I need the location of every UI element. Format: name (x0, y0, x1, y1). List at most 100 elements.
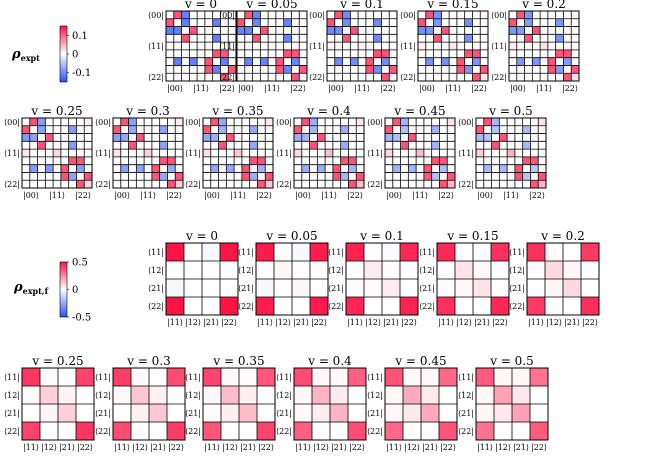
heatmap-cell (294, 422, 312, 440)
heatmap-cell (425, 11, 434, 19)
heatmap-cell (494, 386, 512, 404)
heatmap-cell (408, 164, 417, 173)
heatmap-cell (159, 172, 168, 181)
heatmap-cell (385, 386, 403, 404)
heatmap-cell (437, 243, 455, 261)
row-tick-label: ⟨22| (185, 180, 201, 189)
heatmap-cell (113, 125, 121, 134)
heatmap-cell (356, 180, 364, 188)
col-tick-label: |00⟩ (295, 191, 311, 200)
heatmap-cell (120, 118, 129, 126)
heatmap-cell (433, 18, 442, 27)
row-tick-label: ⟨22| (185, 427, 201, 436)
heatmap-cell (431, 125, 440, 134)
heatmap-cell (346, 297, 364, 315)
heatmap-cell (581, 243, 599, 261)
heatmap-cell (439, 368, 457, 386)
heatmap-cell (294, 368, 312, 386)
row-tick-label: ⟨11| (185, 373, 201, 382)
heatmap-cell (58, 386, 76, 404)
heatmap-cell (22, 368, 40, 386)
heatmap-cell (317, 133, 326, 142)
heatmap-cell (166, 297, 184, 315)
row-tick-label: ⟨11| (509, 248, 525, 257)
heatmap-cell (283, 49, 292, 58)
heatmap-cell (381, 73, 390, 81)
row-tick-label: ⟨11| (367, 373, 383, 382)
heatmap-cell (480, 11, 488, 19)
heatmap-cell (113, 149, 121, 157)
heatmap-cell (365, 65, 374, 74)
col-tick-label: |11⟩ (386, 443, 402, 452)
heatmap-cell (45, 164, 54, 173)
heatmap-cell (476, 133, 484, 142)
heatmap-cell (439, 164, 448, 173)
panel-background (166, 11, 236, 81)
row-tick-label: ⟨22| (4, 427, 20, 436)
col-tick-label: |11⟩ (257, 318, 273, 327)
heatmap-cell (244, 11, 253, 19)
heatmap-cell (364, 261, 382, 279)
heatmap-cell (312, 404, 330, 422)
row-tick-label: ⟨11| (185, 149, 201, 158)
row-tick-label: ⟨22| (509, 302, 525, 311)
heatmap-cell (348, 180, 357, 188)
heatmap-cell (514, 172, 523, 181)
row-tick-label: ⟨11| (328, 248, 344, 257)
heatmap-cell (421, 368, 439, 386)
heatmap-cell (509, 18, 517, 27)
heatmap-cell (76, 422, 94, 440)
heatmap-cell (342, 34, 351, 43)
heatmap-cell (530, 180, 539, 188)
heatmap-cell (37, 125, 46, 134)
panel-title: v = 0 (185, 229, 218, 243)
heatmap-cell (249, 156, 258, 165)
heatmap-cell (350, 26, 359, 35)
row-tick-label: ⟨21| (276, 409, 292, 418)
heatmap-cell (491, 297, 509, 315)
heatmap-cell (439, 422, 457, 440)
row-tick-label: ⟨12| (367, 391, 383, 400)
col-tick-label: |21⟩ (383, 318, 399, 327)
heatmap-cell (437, 261, 455, 279)
row-tick-label: ⟨22| (95, 427, 111, 436)
panel-frame (236, 10, 308, 82)
heatmap-cell (175, 118, 183, 126)
heatmap-cell (421, 404, 439, 422)
heatmap-cell (381, 49, 390, 58)
heatmap-cell (256, 297, 274, 315)
heatmap-cell (456, 65, 465, 74)
row-tick-label: ⟨22| (367, 180, 383, 189)
panel-frame (202, 117, 274, 189)
heatmap-cell (433, 34, 442, 43)
heatmap-cell (494, 404, 512, 422)
heatmap-cell (431, 141, 440, 150)
heatmap-cell (128, 141, 137, 150)
heatmap-cell (327, 26, 335, 35)
row-tick-label: ⟨00| (4, 118, 20, 127)
heatmap-cell (330, 404, 348, 422)
panel-frame (475, 117, 547, 189)
heatmap-cell (389, 73, 397, 81)
heatmap-cell (310, 243, 328, 261)
panel-frame (255, 242, 329, 316)
col-tick-label: |00⟩ (328, 84, 344, 93)
row-tick-label: ⟨22| (458, 180, 474, 189)
heatmap-cell (218, 118, 227, 126)
heatmap-cell (166, 26, 174, 35)
heatmap-cell (472, 57, 481, 66)
heatmap-cell (555, 49, 564, 58)
heatmap-cell (464, 49, 473, 58)
heatmap-cell (309, 141, 318, 150)
col-tick-label: |12⟩ (404, 443, 420, 452)
heatmap-cell (545, 243, 563, 261)
heatmap-cell (332, 172, 341, 181)
heatmap-cell (84, 180, 92, 188)
col-tick-label: |11⟩ (412, 191, 428, 200)
panel-frame (436, 242, 510, 316)
heatmap-cell (291, 49, 300, 58)
col-tick-label: |22⟩ (531, 443, 547, 452)
heatmap-cell (173, 57, 182, 66)
heatmap-cell (346, 261, 364, 279)
heatmap-cell (476, 125, 484, 134)
